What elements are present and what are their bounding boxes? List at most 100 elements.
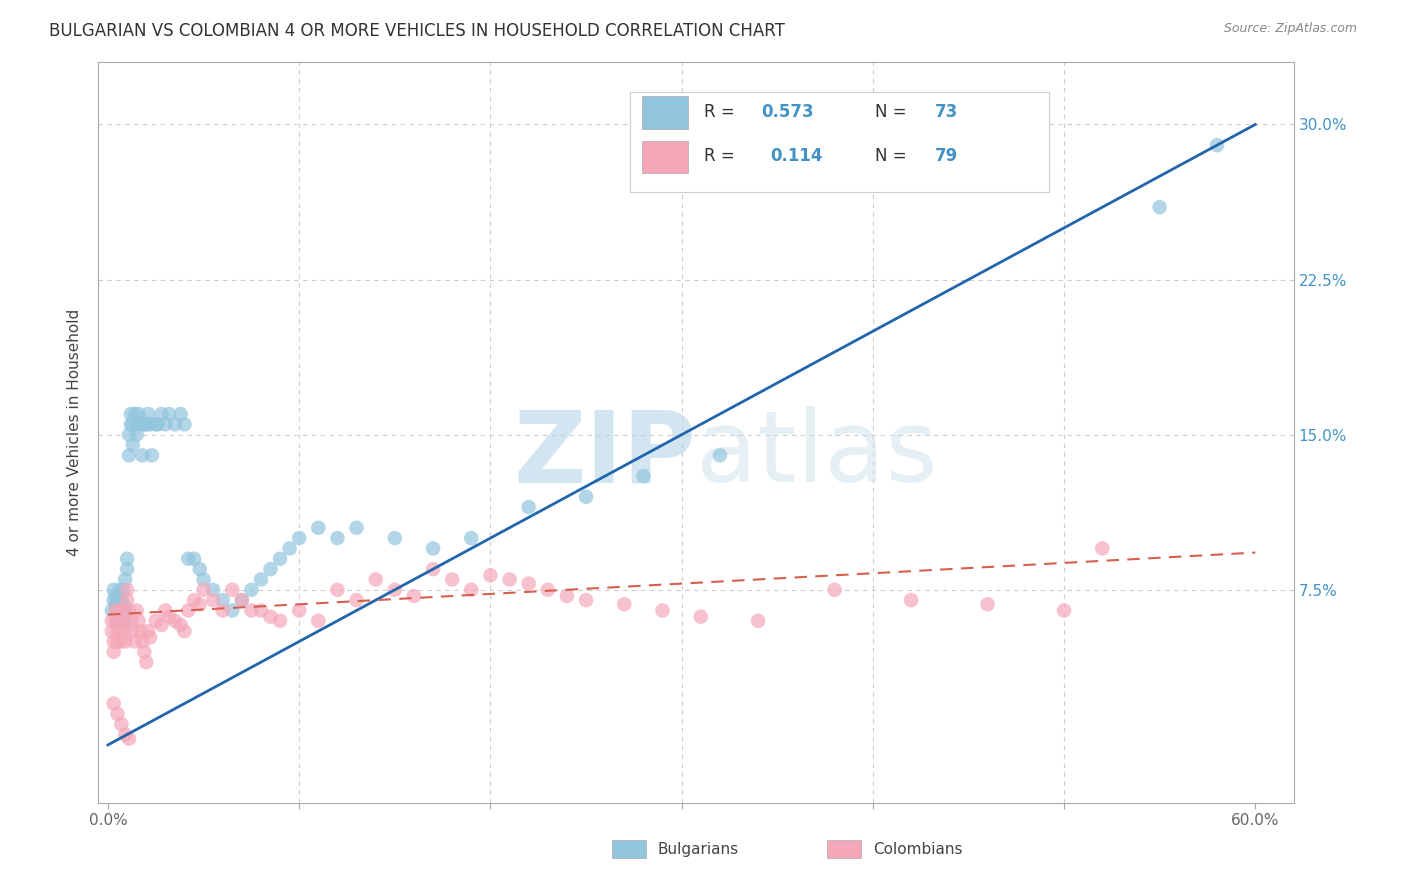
Text: R =: R =	[704, 147, 745, 165]
Point	[384, 531, 406, 545]
Point	[108, 607, 131, 622]
Point	[307, 614, 329, 628]
Point	[110, 603, 132, 617]
Point	[555, 589, 578, 603]
Point	[129, 417, 152, 432]
Point	[689, 609, 711, 624]
Point	[131, 449, 153, 463]
Point	[155, 603, 177, 617]
Point	[110, 614, 132, 628]
Point	[112, 614, 135, 628]
Point	[479, 568, 502, 582]
Point	[177, 603, 200, 617]
Point	[104, 589, 127, 603]
Point	[135, 417, 157, 432]
Point	[136, 407, 159, 421]
Point	[150, 407, 173, 421]
Text: 73: 73	[935, 103, 959, 121]
Point	[115, 551, 138, 566]
Point	[288, 531, 311, 545]
Point	[193, 573, 215, 587]
Point	[115, 562, 138, 576]
Point	[221, 582, 243, 597]
Point	[131, 634, 153, 648]
Point	[1206, 138, 1229, 153]
Point	[307, 521, 329, 535]
Point	[145, 417, 167, 432]
Point	[422, 562, 444, 576]
Point	[288, 603, 311, 617]
Point	[121, 624, 143, 639]
Point	[110, 624, 132, 639]
Point	[441, 573, 464, 587]
Point	[1149, 200, 1171, 214]
Point	[108, 603, 131, 617]
Point	[250, 603, 273, 617]
Point	[120, 614, 142, 628]
FancyBboxPatch shape	[613, 840, 645, 858]
Text: 0.114: 0.114	[770, 147, 823, 165]
Point	[402, 589, 425, 603]
Point	[104, 614, 127, 628]
Point	[128, 614, 150, 628]
Point	[169, 407, 191, 421]
Point	[107, 624, 129, 639]
Point	[613, 597, 636, 611]
Point	[231, 593, 253, 607]
Point	[115, 582, 138, 597]
Text: 79: 79	[935, 147, 959, 165]
Point	[110, 717, 132, 731]
Point	[193, 582, 215, 597]
Point	[112, 607, 135, 622]
Point	[183, 551, 205, 566]
Text: N =: N =	[876, 147, 912, 165]
Point	[155, 417, 177, 432]
Point	[575, 490, 598, 504]
Point	[188, 562, 211, 576]
Point	[326, 582, 349, 597]
Text: N =: N =	[876, 103, 912, 121]
Point	[112, 603, 135, 617]
Point	[108, 614, 131, 628]
Point	[1053, 603, 1076, 617]
Point	[112, 597, 135, 611]
Point	[211, 593, 233, 607]
Point	[157, 407, 180, 421]
Point	[103, 697, 125, 711]
Point	[150, 618, 173, 632]
Point	[101, 624, 124, 639]
Point	[103, 593, 125, 607]
FancyBboxPatch shape	[630, 92, 1049, 192]
Point	[747, 614, 769, 628]
Point	[173, 417, 195, 432]
Point	[240, 582, 263, 597]
Point	[633, 469, 655, 483]
Point	[139, 417, 162, 432]
Point	[125, 427, 148, 442]
Point	[202, 593, 225, 607]
Point	[346, 521, 368, 535]
Text: ZIP: ZIP	[513, 407, 696, 503]
Point	[177, 551, 200, 566]
Point	[517, 500, 540, 514]
Point	[103, 634, 125, 648]
Y-axis label: 4 or more Vehicles in Household: 4 or more Vehicles in Household	[67, 309, 83, 557]
Point	[112, 582, 135, 597]
FancyBboxPatch shape	[643, 141, 688, 173]
Point	[136, 624, 159, 639]
Point	[108, 582, 131, 597]
Point	[103, 582, 125, 597]
Point	[537, 582, 560, 597]
Point	[173, 624, 195, 639]
Text: R =: R =	[704, 103, 741, 121]
Point	[269, 614, 291, 628]
Point	[498, 573, 520, 587]
Point	[107, 614, 129, 628]
Point	[141, 449, 163, 463]
Point	[118, 731, 141, 746]
Point	[114, 614, 136, 628]
Point	[120, 407, 142, 421]
Point	[163, 614, 186, 628]
Point	[976, 597, 998, 611]
Point	[269, 551, 291, 566]
